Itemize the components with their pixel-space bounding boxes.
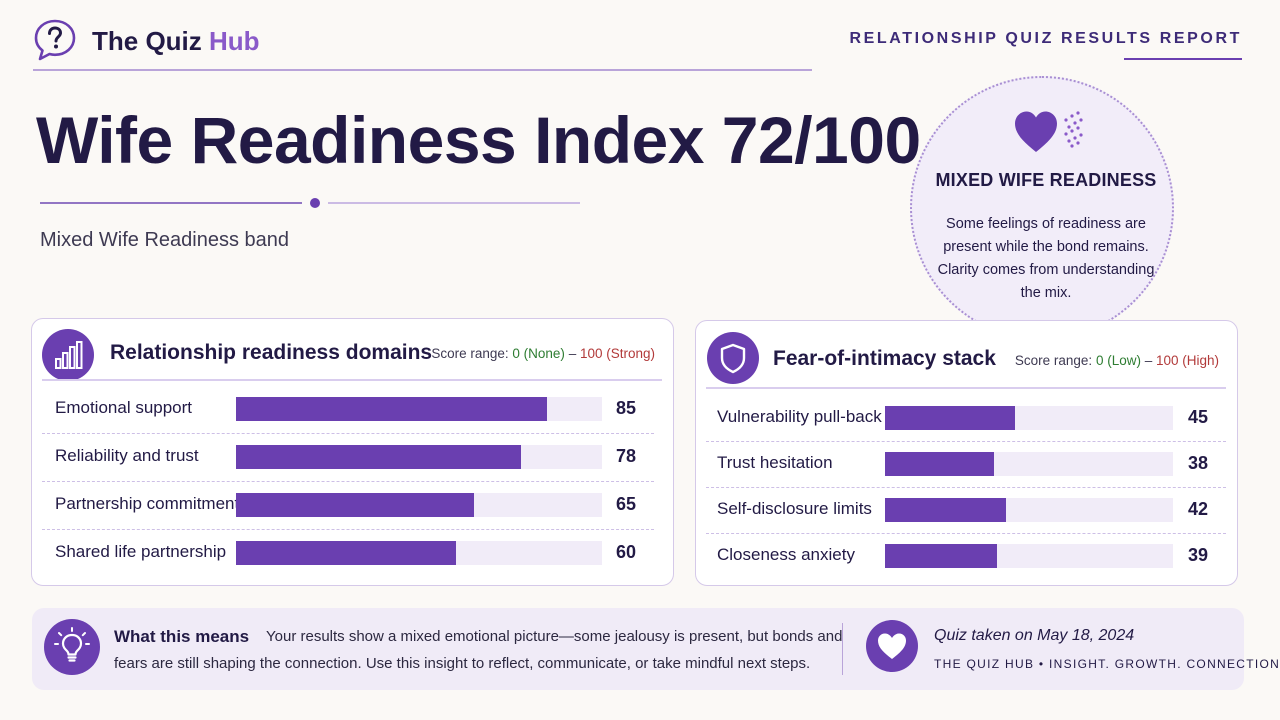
what-this-means-title: What this means — [114, 627, 250, 646]
domain-bar-track — [236, 397, 602, 421]
domains-panel: Relationship readiness domains Score ran… — [31, 318, 674, 586]
domains-panel-title: Relationship readiness domains — [110, 341, 433, 364]
domain-row-label: Partnership commitment — [55, 494, 240, 513]
brand-name-prefix: The Quiz — [92, 26, 209, 56]
what-this-means-bar — [32, 608, 1244, 690]
fear-bar-fill — [885, 452, 994, 476]
fear-range-sep: – — [1140, 353, 1156, 368]
what-this-means-text-line-2: fears are still shaping the connection. … — [114, 655, 811, 672]
domain-row-label: Shared life partnership — [55, 542, 227, 561]
fear-bar-fill — [885, 406, 1015, 430]
fear-stack-panel: Fear-of-intimacy stack Score range: 0 (L… — [695, 320, 1238, 586]
fear-row-value: 45 — [1188, 407, 1209, 427]
bar-chart-icon — [42, 329, 94, 381]
fear-row-label: Closeness anxiety — [717, 545, 855, 564]
fear-stack-panel-title: Fear-of-intimacy stack — [773, 347, 996, 370]
domains-range-high: 100 (Strong) — [579, 346, 655, 361]
domain-bar-fill — [236, 493, 474, 517]
fear-bar-fill — [885, 544, 997, 568]
footer-tagline: THE QUIZ HUB • INSIGHT. GROWTH. CONNECTI… — [934, 657, 1280, 671]
heart-sparkle-icon — [1012, 108, 1090, 156]
domain-row-value: 60 — [616, 542, 637, 562]
fear-range-prefix: Score range: — [1014, 353, 1096, 368]
domains-range-prefix: Score range: — [431, 346, 513, 361]
what-this-means-text-line-1: Your results show a mixed emotional pict… — [266, 628, 843, 645]
domains-header-divider — [42, 379, 662, 381]
report-label: RELATIONSHIP QUIZ RESULTS REPORT — [849, 30, 1242, 47]
fear-range-low: 0 (Low) — [1095, 353, 1141, 368]
lightbulb-icon — [44, 619, 100, 675]
domain-row-label: Reliability and trust — [55, 446, 199, 465]
fear-row-value: 38 — [1188, 453, 1209, 473]
domain-row-divider — [42, 433, 654, 434]
brand-divider — [33, 69, 812, 71]
fear-row-label: Trust hesitation — [717, 453, 833, 472]
domains-range-sep: – — [564, 346, 580, 361]
footer-divider — [842, 623, 843, 675]
fear-bar-fill — [885, 498, 1006, 522]
quiz-hub-logo-icon — [32, 18, 78, 62]
fear-bar-track — [885, 452, 1173, 476]
brand-name: The Quiz Hub — [92, 26, 260, 57]
domain-row-value: 65 — [616, 494, 637, 514]
title-divider-left — [40, 202, 302, 204]
fear-bar-track — [885, 544, 1173, 568]
brand-name-accent: Hub — [209, 26, 260, 56]
fear-row-value: 42 — [1188, 499, 1209, 519]
domain-row-value: 78 — [616, 446, 637, 466]
domain-bar-fill — [236, 445, 521, 469]
domain-bar-fill — [236, 397, 547, 421]
report-label-underline — [1124, 58, 1242, 60]
domain-row-label: Emotional support — [55, 398, 193, 417]
fear-stack-score-range: Score range: 0 (Low) – 100 (High) — [1015, 353, 1219, 368]
domain-row-value: 85 — [616, 398, 637, 418]
title-divider-dot — [310, 198, 320, 208]
fear-row-label: Vulnerability pull-back — [717, 407, 882, 426]
title-divider-right — [328, 202, 580, 204]
fear-range-high: 100 (High) — [1155, 353, 1219, 368]
page-title: Wife Readiness Index 72/100 — [36, 103, 921, 177]
fear-row-value: 39 — [1188, 545, 1209, 565]
fear-row-label: Self-disclosure limits — [717, 499, 872, 518]
fear-row-divider — [706, 533, 1226, 534]
fear-stack-header-divider — [706, 387, 1226, 389]
domains-score-range: Score range: 0 (None) – 100 (Strong) — [431, 346, 655, 361]
domain-bar-track — [236, 445, 602, 469]
fear-bar-track — [885, 406, 1173, 430]
domains-range-low: 0 (None) — [512, 346, 565, 361]
summary-circle-title: MIXED WIFE READINESS — [935, 170, 1157, 190]
shield-icon — [707, 332, 759, 384]
quiz-date: Quiz taken on May 18, 2024 — [934, 627, 1135, 644]
domain-row-divider — [42, 529, 654, 530]
fear-bar-track — [885, 498, 1173, 522]
domain-bar-track — [236, 541, 602, 565]
heart-icon — [866, 620, 918, 672]
fear-row-divider — [706, 441, 1226, 442]
domain-bar-track — [236, 493, 602, 517]
fear-row-divider — [706, 487, 1226, 488]
summary-circle-text: Some feelings of readiness are present w… — [937, 216, 1155, 301]
band-label: Mixed Wife Readiness band — [40, 229, 290, 251]
domain-row-divider — [42, 481, 654, 482]
domain-bar-fill — [236, 541, 456, 565]
